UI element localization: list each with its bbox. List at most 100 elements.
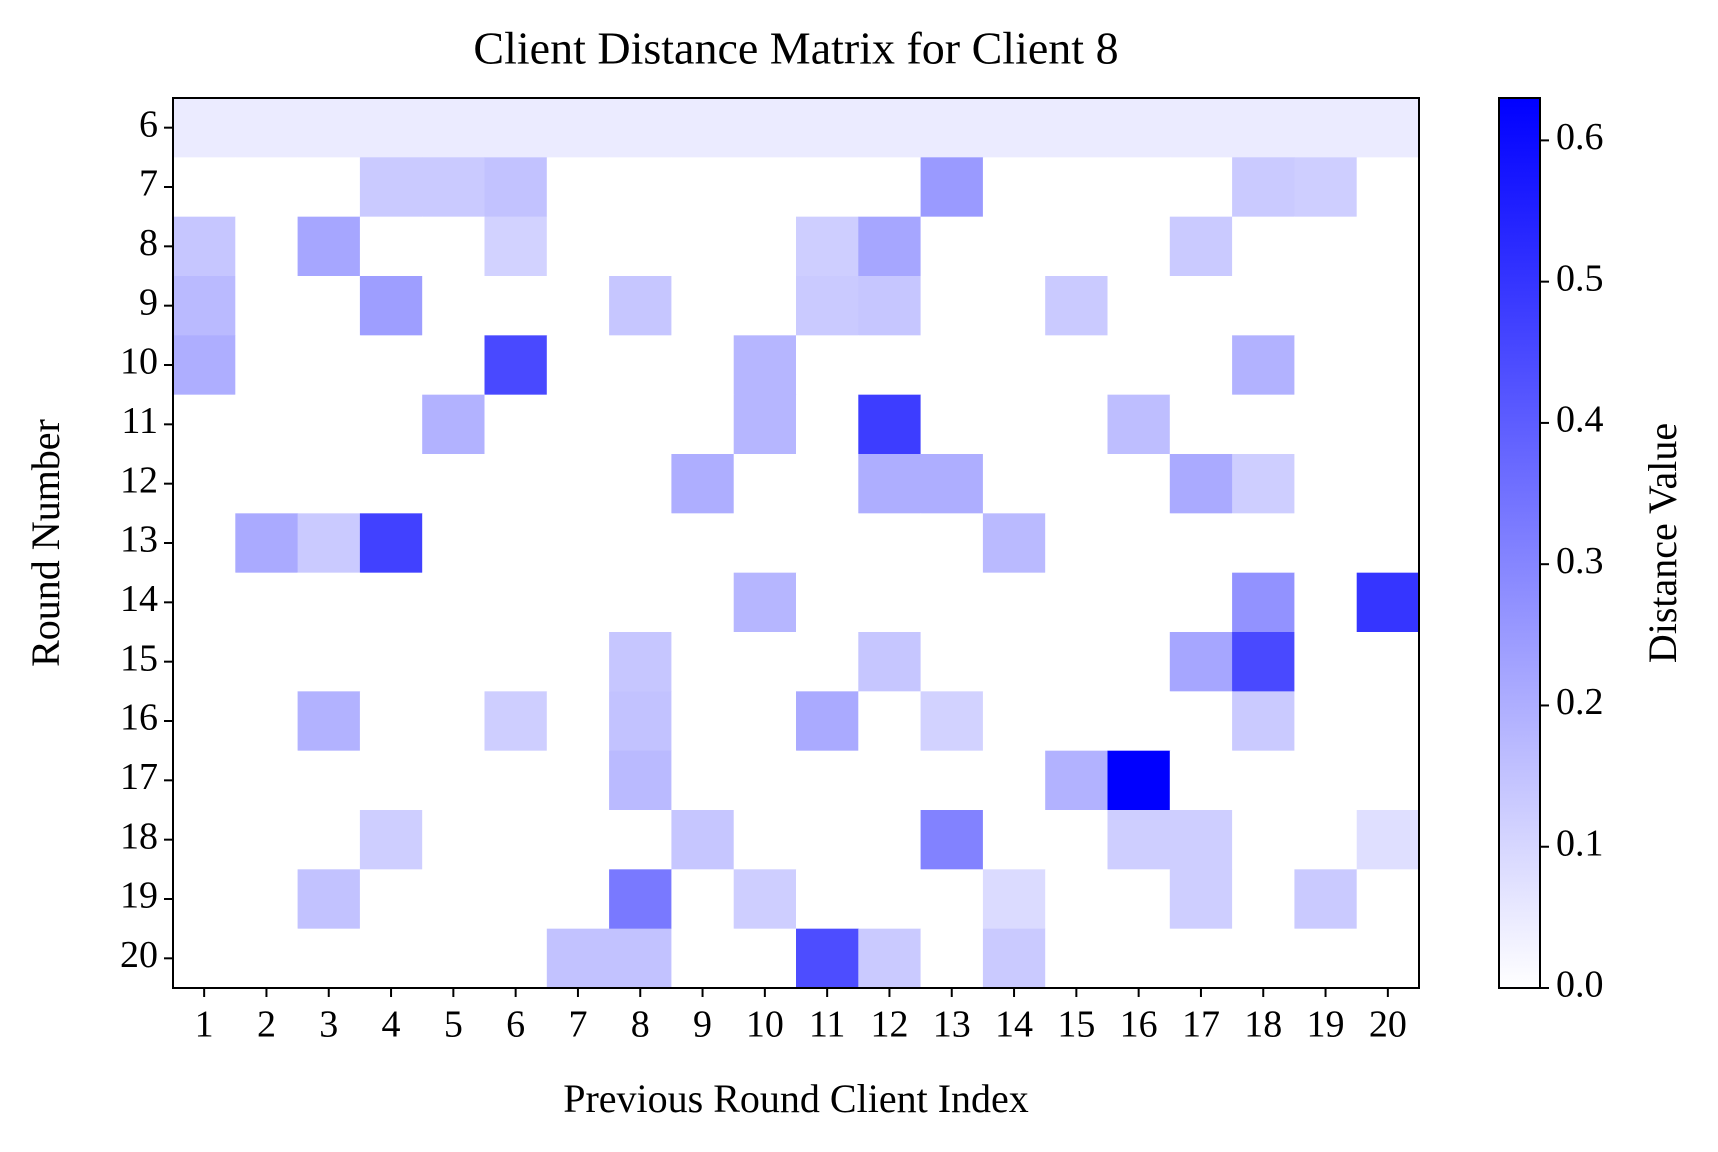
heatmap-cell — [1169, 157, 1233, 218]
heatmap-cell — [173, 869, 236, 930]
heatmap-cell — [422, 98, 485, 158]
heatmap-cell — [297, 928, 361, 989]
heatmap-cell — [546, 632, 610, 692]
heatmap-cell — [297, 632, 361, 692]
y-tick-label: 12 — [120, 459, 158, 501]
heatmap-cell — [671, 869, 735, 930]
heatmap-cell — [546, 216, 610, 277]
heatmap-cell — [1045, 454, 1108, 514]
colorbar-tick-label: 0.2 — [1556, 681, 1604, 723]
heatmap-cell — [422, 454, 485, 514]
heatmap-cell — [1045, 869, 1108, 930]
heatmap-cell — [484, 691, 548, 752]
heatmap-cell — [796, 928, 859, 989]
heatmap-cell — [733, 454, 797, 514]
heatmap-cell — [733, 691, 797, 752]
heatmap-cell — [1169, 335, 1233, 396]
heatmap-cell — [858, 928, 922, 989]
y-tick-label: 11 — [121, 400, 158, 442]
heatmap-cell — [1294, 454, 1358, 514]
heatmap-cell — [920, 632, 984, 692]
heatmap-cell — [733, 513, 797, 574]
x-tick-label: 4 — [382, 1004, 401, 1046]
heatmap-cell — [982, 98, 1046, 158]
heatmap-cell — [235, 750, 299, 811]
heatmap-cell — [982, 869, 1046, 930]
heatmap-cell — [1107, 750, 1171, 811]
heatmap-cell — [359, 691, 423, 752]
heatmap-cell — [1294, 216, 1358, 277]
y-tick-label: 17 — [120, 756, 158, 798]
heatmap-cell — [297, 394, 361, 455]
heatmap-cell — [609, 513, 672, 574]
heatmap-cell — [173, 276, 236, 336]
heatmap-cell — [359, 216, 423, 277]
heatmap-cell — [609, 335, 672, 396]
heatmap-cell — [235, 572, 299, 633]
heatmap-cell — [1107, 691, 1171, 752]
heatmap-cell — [796, 394, 859, 455]
heatmap-cell — [982, 394, 1046, 455]
heatmap-cell — [1232, 632, 1295, 692]
heatmap-cell — [982, 216, 1046, 277]
heatmap-cell — [1107, 216, 1171, 277]
y-axis-label: Round Number — [23, 419, 68, 667]
heatmap-cell — [484, 454, 548, 514]
heatmap-cell — [796, 691, 859, 752]
heatmap-cell — [235, 513, 299, 574]
heatmap-cell — [733, 98, 797, 158]
heatmap-cell — [609, 810, 672, 870]
heatmap-cell — [484, 928, 548, 989]
heatmap-cell — [297, 454, 361, 514]
heatmap-cell — [235, 454, 299, 514]
heatmap-cell — [1294, 750, 1358, 811]
heatmap-cell — [609, 216, 672, 277]
heatmap-cell — [671, 810, 735, 870]
heatmap-cell — [297, 810, 361, 870]
heatmap-cell — [733, 810, 797, 870]
y-tick-label: 6 — [139, 103, 158, 145]
heatmap-cell — [671, 513, 735, 574]
heatmap-cell — [1045, 632, 1108, 692]
heatmap-cell — [1356, 216, 1420, 277]
heatmap-cell — [920, 394, 984, 455]
heatmap-cell — [671, 691, 735, 752]
heatmap-cell — [671, 394, 735, 455]
heatmap-cell — [546, 691, 610, 752]
x-tick-label: 8 — [631, 1004, 650, 1046]
heatmap-cell — [297, 691, 361, 752]
heatmap-cell — [1232, 276, 1295, 336]
heatmap-cell — [359, 632, 423, 692]
heatmap-cell — [1232, 157, 1295, 218]
heatmap-cell — [297, 572, 361, 633]
heatmap-cell — [1107, 394, 1171, 455]
heatmap-cell — [671, 276, 735, 336]
heatmap-cell — [982, 572, 1046, 633]
heatmap-cell — [796, 869, 859, 930]
heatmap-cell — [733, 276, 797, 336]
heatmap-cell — [1045, 276, 1108, 336]
y-tick-label: 16 — [120, 697, 158, 739]
heatmap-cell — [484, 632, 548, 692]
heatmap-cell — [235, 394, 299, 455]
heatmap-cell — [359, 572, 423, 633]
x-tick-label: 20 — [1369, 1004, 1407, 1046]
heatmap-cell — [546, 513, 610, 574]
heatmap-cell — [609, 928, 672, 989]
y-tick-label: 20 — [120, 934, 158, 976]
heatmap-cell — [359, 276, 423, 336]
heatmap-cell — [858, 513, 922, 574]
x-tick-label: 3 — [319, 1004, 338, 1046]
heatmap-cell — [1294, 513, 1358, 574]
heatmap-cell — [1107, 276, 1171, 336]
heatmap-cell — [1356, 869, 1420, 930]
heatmap-cell — [546, 454, 610, 514]
heatmap-cell — [484, 750, 548, 811]
heatmap-cell — [1169, 691, 1233, 752]
heatmap-cell — [796, 632, 859, 692]
x-tick-label: 17 — [1182, 1004, 1220, 1046]
heatmap-cell — [796, 276, 859, 336]
heatmap-cell — [235, 691, 299, 752]
heatmap-cell — [546, 157, 610, 218]
heatmap-cell — [1045, 572, 1108, 633]
